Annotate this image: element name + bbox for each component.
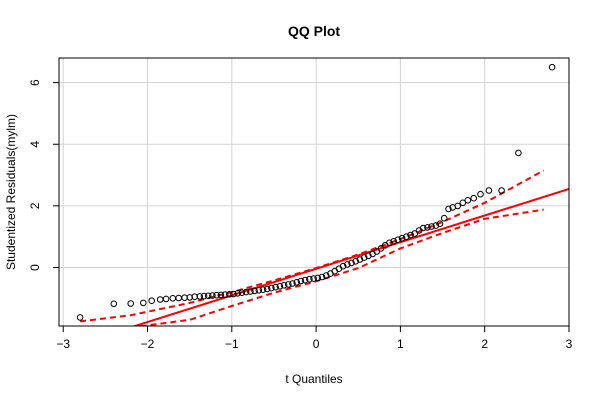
data-point (213, 291, 220, 299)
data-point (140, 299, 147, 307)
data-point (373, 248, 381, 255)
data-point (276, 283, 284, 290)
data-point (242, 288, 250, 296)
data-point (156, 296, 164, 303)
data-point (459, 199, 467, 207)
data-point (209, 292, 216, 299)
data-point (200, 292, 208, 300)
data-point (169, 295, 177, 302)
data-point (407, 231, 414, 239)
data-point (470, 194, 478, 202)
data-point (297, 277, 305, 285)
data-point (339, 262, 347, 270)
data-point (255, 287, 263, 294)
data-point (162, 295, 170, 303)
data-point (127, 300, 134, 307)
x-tick-label: −1 (225, 337, 239, 351)
data-point (394, 236, 402, 243)
data-point (234, 290, 241, 297)
data-point (318, 273, 326, 281)
data-point (440, 214, 448, 222)
data-point (217, 291, 225, 299)
chart-title: QQ Plot (288, 23, 340, 39)
data-point (251, 287, 258, 295)
data-point (454, 202, 462, 210)
data-point (365, 252, 372, 260)
x-tick-label: 1 (397, 337, 404, 351)
data-point (464, 197, 472, 204)
data-points (76, 63, 556, 321)
data-point (411, 230, 419, 237)
data-point (344, 261, 351, 268)
data-point (268, 284, 275, 292)
data-point (436, 220, 444, 227)
data-point (293, 279, 301, 286)
data-point (386, 239, 393, 247)
data-point (76, 314, 84, 321)
data-point (548, 63, 556, 71)
x-tick-label: −2 (141, 337, 155, 351)
data-point (204, 292, 212, 300)
data-point (110, 300, 118, 308)
data-point (314, 274, 322, 282)
axes: −3 −2 −1 0 1 2 3 0 2 4 6 (28, 79, 573, 351)
data-point (272, 283, 279, 291)
data-point (230, 290, 237, 298)
data-point (285, 281, 292, 288)
data-point (390, 238, 398, 245)
x-axis-label: t Quantiles (285, 372, 342, 386)
data-point (356, 256, 364, 263)
data-point (196, 293, 204, 300)
data-point (432, 222, 440, 229)
data-point (280, 282, 288, 289)
data-point (226, 291, 233, 298)
y-tick-label: 2 (28, 202, 42, 209)
plot-border (58, 57, 570, 327)
data-point (498, 187, 505, 194)
data-point (263, 285, 271, 293)
data-point (419, 224, 427, 232)
data-point (259, 286, 267, 294)
x-tick-label: 3 (566, 337, 573, 351)
y-tick-label: 4 (28, 141, 42, 148)
data-point (424, 224, 431, 231)
data-point (247, 288, 254, 295)
data-point (310, 275, 317, 282)
data-point (403, 233, 410, 240)
fit-line (131, 187, 569, 326)
data-point (186, 294, 193, 301)
x-tick-label: 0 (313, 337, 320, 351)
x-tick-label: −3 (56, 337, 70, 351)
data-point (398, 234, 406, 242)
data-point (445, 205, 452, 213)
data-point (289, 280, 296, 287)
y-tick-label: 6 (28, 79, 42, 86)
data-point (428, 223, 435, 230)
x-tick-label: 2 (481, 337, 488, 351)
data-point (485, 187, 493, 194)
grid-lines (59, 58, 570, 326)
confidence-band (79, 169, 545, 326)
data-point (238, 289, 246, 297)
data-point (352, 258, 360, 265)
y-axis-label: Studentized Residuals(mylm) (4, 114, 18, 270)
data-point (221, 291, 229, 298)
data-point (360, 254, 368, 261)
data-point (477, 190, 484, 198)
data-point (306, 275, 313, 283)
data-point (148, 297, 155, 305)
data-point (301, 276, 309, 284)
data-point (377, 245, 385, 252)
data-point (322, 272, 330, 279)
confidence-band-lower (134, 208, 544, 326)
reference-line (131, 187, 569, 326)
data-point (175, 294, 182, 302)
data-point (348, 259, 355, 267)
data-point (515, 149, 522, 157)
y-tick-label: 0 (28, 264, 42, 271)
